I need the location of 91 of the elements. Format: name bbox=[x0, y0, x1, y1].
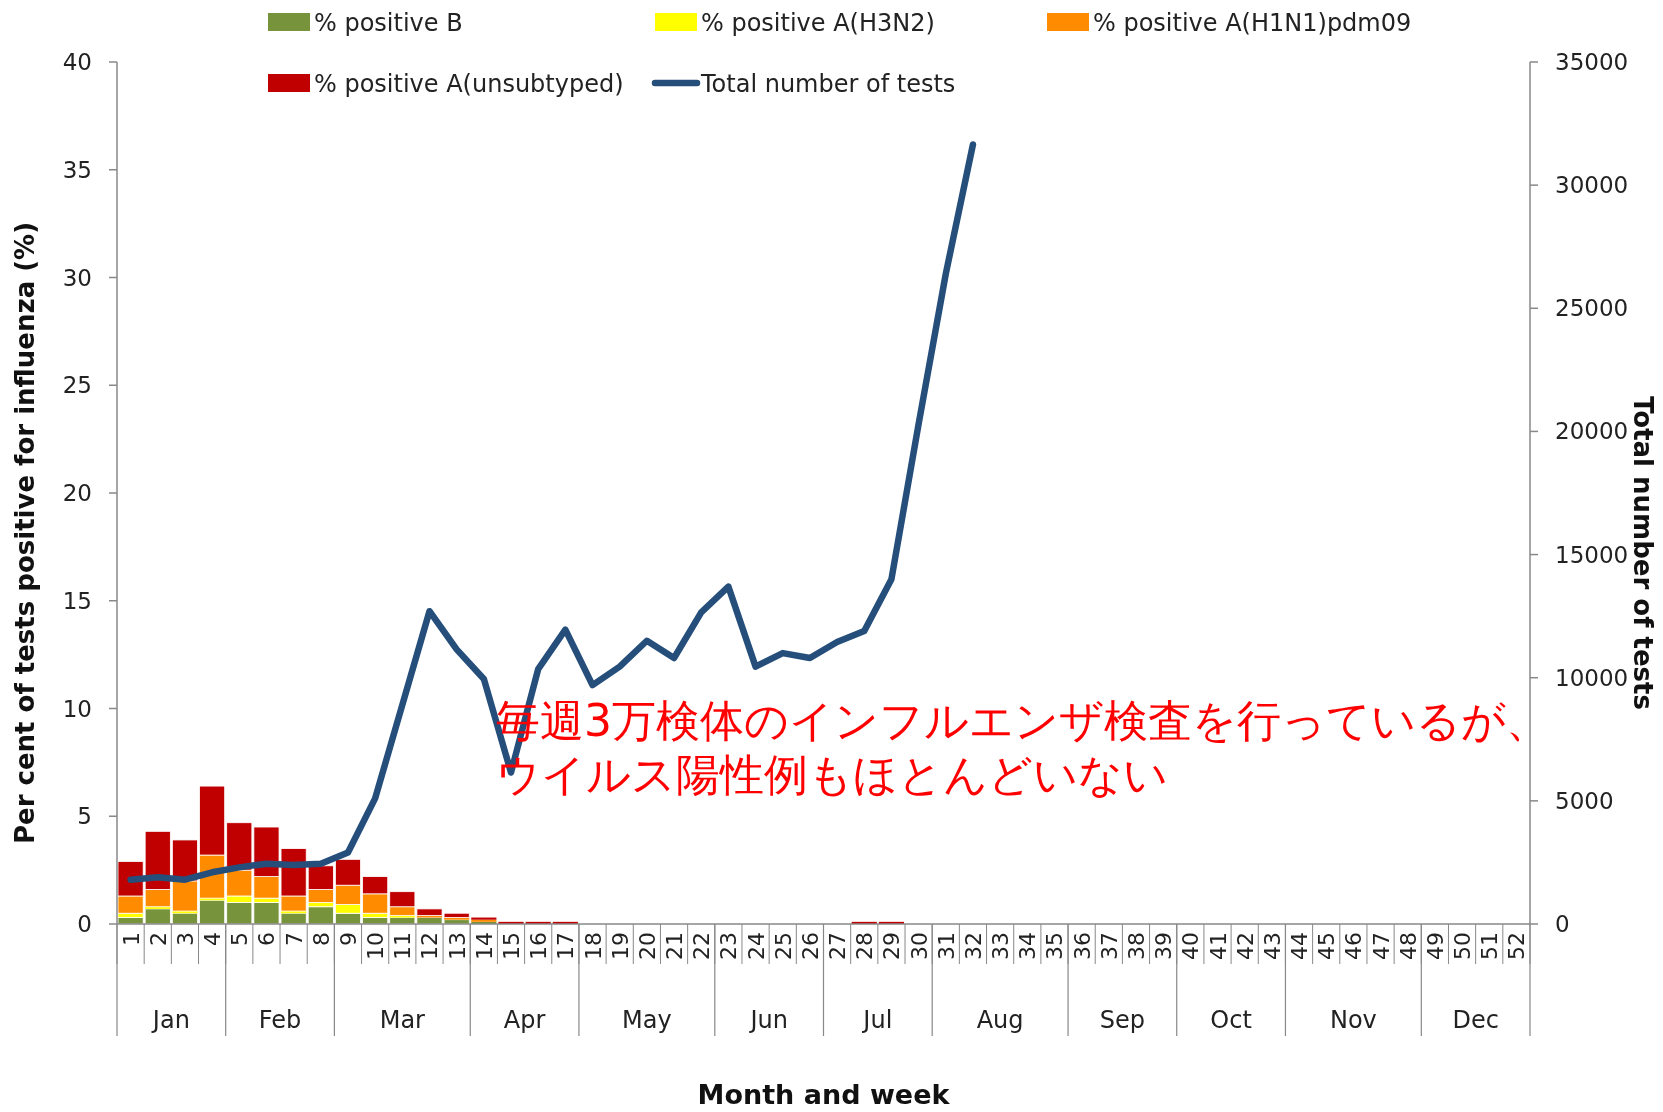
x-tick-label: 39 bbox=[1151, 932, 1177, 960]
x-tick-label: 36 bbox=[1069, 932, 1095, 960]
x-tick-label: 27 bbox=[825, 932, 851, 960]
x-tick-label: 2 bbox=[145, 932, 171, 946]
x-tick-label: 18 bbox=[580, 932, 606, 960]
text: Jan bbox=[150, 1006, 190, 1034]
x-tick-label: 23 bbox=[716, 932, 742, 960]
legend-label: Total number of tests bbox=[700, 70, 956, 98]
y-axis-title: Per cent of tests positive for influenza (%) bbox=[10, 221, 40, 845]
bar bbox=[416, 915, 443, 918]
y-tick-label: 30 bbox=[62, 264, 92, 291]
x-tick-label: 42 bbox=[1232, 932, 1258, 960]
text: Oct bbox=[1210, 1006, 1252, 1034]
x-tick-label: 17 bbox=[553, 932, 579, 960]
legend-label: % positive A(H3N2) bbox=[701, 9, 935, 37]
y-tick-label: 20 bbox=[62, 480, 92, 506]
y-tick-label: 10 bbox=[62, 695, 92, 722]
x-tick-label: 52 bbox=[1504, 932, 1530, 960]
y2-tick-label: 35000 bbox=[1555, 49, 1629, 75]
y2-axis-title: Total number of tests bbox=[1628, 396, 1658, 710]
x-tick-label: 24 bbox=[743, 932, 769, 960]
x-tick-label: 31 bbox=[933, 932, 959, 960]
text: Sep bbox=[1099, 1006, 1146, 1034]
x-tick-label: 3 bbox=[172, 932, 198, 946]
x-tick-label: 25 bbox=[770, 932, 796, 960]
x-tick-label: 9 bbox=[335, 932, 361, 946]
x-tick-label: 20 bbox=[634, 932, 660, 960]
x-tick-label: 21 bbox=[662, 932, 688, 960]
x-tick-label: 5 bbox=[227, 932, 253, 946]
y2-tick-label: 20000 bbox=[1555, 418, 1629, 445]
x-tick-label: 19 bbox=[607, 932, 633, 960]
y2-tick-label: 25000 bbox=[1555, 295, 1629, 322]
x-tick-label: 37 bbox=[1096, 932, 1122, 960]
x-tick-label: 14 bbox=[471, 932, 497, 960]
x-tick-label: 49 bbox=[1422, 932, 1448, 960]
x-tick-label: 50 bbox=[1450, 932, 1476, 960]
x-tick-label: 35 bbox=[1042, 932, 1068, 960]
y-tick-label: 25 bbox=[62, 372, 92, 399]
x-tick-label: 13 bbox=[444, 932, 470, 960]
x-tick-label: 28 bbox=[852, 932, 878, 960]
text: Feb bbox=[258, 1006, 302, 1034]
y2-tick-label: 30000 bbox=[1555, 172, 1629, 199]
x-tick-label: 4 bbox=[200, 932, 226, 946]
y2-tick-label: 5000 bbox=[1555, 787, 1614, 814]
x-tick-label: 26 bbox=[797, 932, 823, 960]
text: Aug bbox=[976, 1006, 1024, 1034]
text: Apr bbox=[503, 1006, 546, 1034]
y-tick-label: 0 bbox=[77, 911, 92, 937]
x-tick-label: 48 bbox=[1395, 932, 1421, 960]
x-tick-label: 43 bbox=[1259, 932, 1285, 960]
legend-label: % positive B bbox=[314, 9, 463, 37]
y2-tick-label: 0 bbox=[1555, 911, 1570, 937]
y-tick-label: 35 bbox=[62, 156, 92, 183]
x-tick-label: 46 bbox=[1341, 932, 1367, 960]
bar bbox=[389, 915, 415, 918]
x-tick-label: 22 bbox=[689, 932, 715, 960]
x-tick-label: 11 bbox=[390, 932, 416, 960]
text: May bbox=[622, 1006, 672, 1034]
x-tick-label: 29 bbox=[879, 932, 905, 960]
x-tick-label: 33 bbox=[988, 932, 1014, 960]
bar bbox=[145, 906, 171, 909]
text: Dec bbox=[1452, 1006, 1499, 1034]
y-tick-label: 40 bbox=[62, 49, 92, 75]
x-tick-label: 44 bbox=[1287, 932, 1313, 960]
x-tick-label: 41 bbox=[1205, 932, 1231, 960]
y2-tick-label: 15000 bbox=[1555, 541, 1629, 568]
x-tick-label: 15 bbox=[499, 932, 525, 960]
x-axis-title: Month and week bbox=[697, 1079, 951, 1110]
x-tick-label: 30 bbox=[906, 932, 932, 960]
x-tick-label: 8 bbox=[308, 932, 334, 946]
text: Jul bbox=[861, 1006, 893, 1034]
x-tick-label: 45 bbox=[1314, 932, 1340, 960]
x-tick-label: 12 bbox=[417, 932, 443, 960]
y-tick-label: 5 bbox=[77, 803, 92, 830]
x-tick-label: 51 bbox=[1477, 932, 1503, 960]
x-tick-label: 32 bbox=[960, 932, 986, 960]
x-tick-label: 34 bbox=[1015, 932, 1041, 960]
y-tick-label: 15 bbox=[62, 587, 92, 614]
x-tick-label: 38 bbox=[1123, 932, 1149, 960]
x-tick-label: 40 bbox=[1178, 932, 1204, 960]
x-tick-label: 6 bbox=[254, 932, 280, 946]
x-tick-label: 47 bbox=[1368, 932, 1394, 960]
text: Mar bbox=[379, 1006, 426, 1034]
text: Jun bbox=[748, 1006, 788, 1034]
bar bbox=[444, 917, 470, 920]
text: Nov bbox=[1329, 1006, 1377, 1034]
y2-tick-label: 10000 bbox=[1555, 664, 1629, 691]
x-tick-label: 7 bbox=[281, 932, 307, 946]
x-tick-label: 10 bbox=[363, 932, 389, 960]
x-tick-label: 1 bbox=[118, 932, 144, 946]
x-tick-label: 16 bbox=[526, 932, 552, 960]
